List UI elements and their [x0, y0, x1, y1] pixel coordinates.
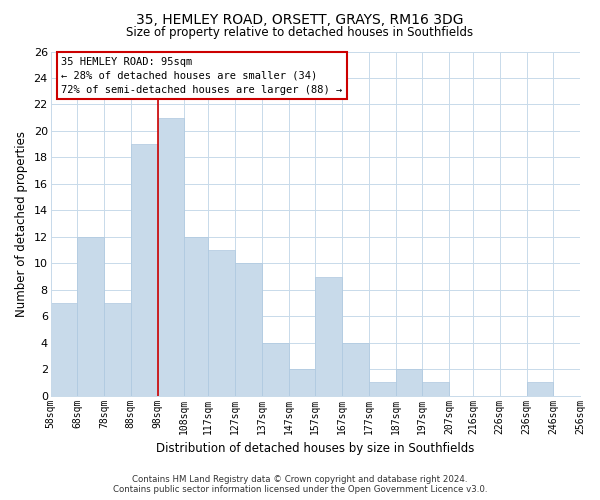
Bar [77, 237, 104, 396]
Bar [50, 303, 77, 396]
Y-axis label: Number of detached properties: Number of detached properties [15, 130, 28, 316]
Bar [395, 369, 422, 396]
Text: Contains HM Land Registry data © Crown copyright and database right 2024.
Contai: Contains HM Land Registry data © Crown c… [113, 474, 487, 494]
Bar [184, 237, 208, 396]
Bar [315, 276, 342, 396]
Bar [422, 382, 449, 396]
X-axis label: Distribution of detached houses by size in Southfields: Distribution of detached houses by size … [156, 442, 475, 455]
Text: 35 HEMLEY ROAD: 95sqm
← 28% of detached houses are smaller (34)
72% of semi-deta: 35 HEMLEY ROAD: 95sqm ← 28% of detached … [61, 56, 343, 94]
Bar [289, 369, 315, 396]
Bar [369, 382, 395, 396]
Bar [131, 144, 158, 396]
Bar [235, 264, 262, 396]
Bar [158, 118, 184, 396]
Text: Size of property relative to detached houses in Southfields: Size of property relative to detached ho… [127, 26, 473, 39]
Bar [208, 250, 235, 396]
Bar [527, 382, 553, 396]
Bar [104, 303, 131, 396]
Bar [262, 342, 289, 396]
Text: 35, HEMLEY ROAD, ORSETT, GRAYS, RM16 3DG: 35, HEMLEY ROAD, ORSETT, GRAYS, RM16 3DG [136, 12, 464, 26]
Bar [580, 382, 600, 396]
Bar [342, 342, 369, 396]
